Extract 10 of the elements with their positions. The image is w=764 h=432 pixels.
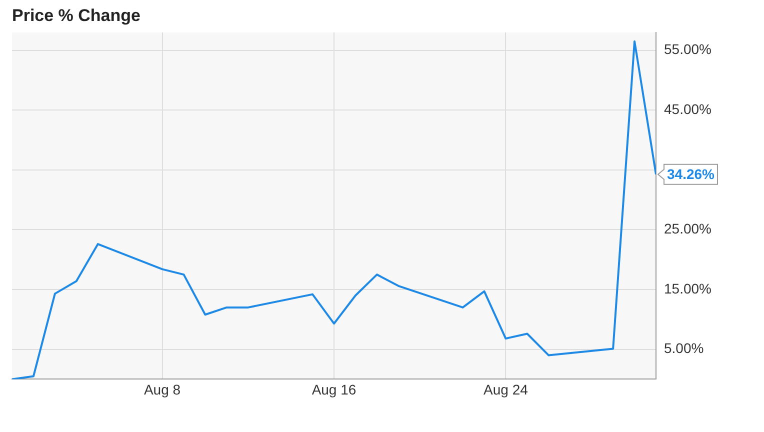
y-tick-label: 5.00% bbox=[664, 340, 704, 356]
x-tick-label: Aug 16 bbox=[312, 381, 356, 398]
chart-title: Price % Change bbox=[12, 6, 140, 25]
x-tick-label: Aug 8 bbox=[144, 381, 181, 398]
annotation: 34.26% bbox=[667, 166, 716, 182]
y-tick-label: 45.00% bbox=[664, 100, 712, 117]
y-tick-label: 55.00% bbox=[664, 41, 712, 58]
x-tick-label: Aug 24 bbox=[484, 381, 528, 398]
y-tick-label: 15.00% bbox=[664, 280, 712, 296]
y-tick-label: 25.00% bbox=[664, 220, 712, 237]
